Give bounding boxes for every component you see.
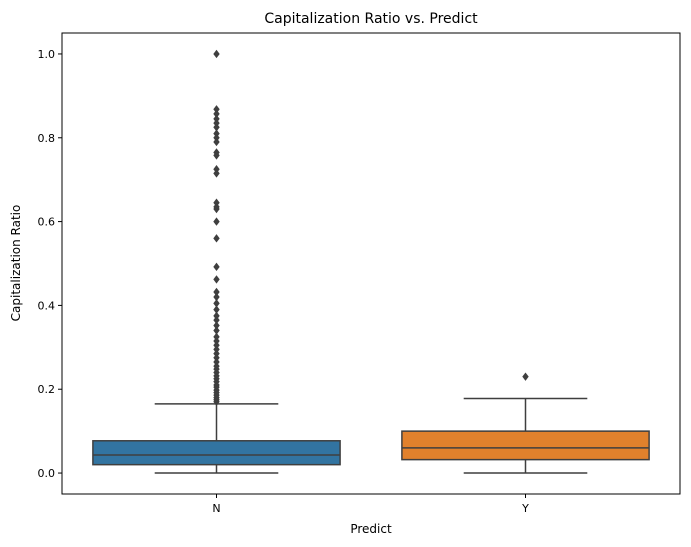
- outlier-point: [213, 123, 220, 132]
- y-tick-label: 1.0: [38, 48, 56, 61]
- y-tick-label: 0.2: [38, 383, 56, 396]
- outlier-point: [213, 234, 220, 243]
- x-tick-label: Y: [521, 502, 529, 515]
- outlier-point: [522, 372, 529, 381]
- outlier-point: [213, 275, 220, 284]
- y-tick-label: 0.6: [38, 216, 56, 229]
- box-N: [92, 440, 341, 466]
- chart-title: Capitalization Ratio vs. Predict: [264, 11, 478, 27]
- outlier-point: [213, 326, 220, 335]
- outlier-point: [213, 49, 220, 59]
- plot-area: 0.0 0.2 0.4 0.6 0.8 1.0 N Y: [38, 48, 650, 515]
- y-tick-label: 0.8: [38, 132, 56, 145]
- outlier-point: [213, 137, 220, 147]
- outlier-point: [213, 397, 220, 406]
- outlier-point: [213, 315, 220, 325]
- outlier-point: [213, 305, 220, 314]
- x-axis-label: Predict: [350, 522, 392, 536]
- outlier-point: [213, 292, 220, 302]
- outlier-point: [213, 151, 220, 160]
- box-Y: [401, 430, 650, 461]
- outlier-point: [213, 217, 220, 226]
- outlier-point: [213, 299, 220, 308]
- outlier-point: [213, 287, 220, 297]
- outlier-point: [213, 109, 220, 119]
- outlier-point: [213, 169, 220, 178]
- outlier-point: [213, 105, 220, 114]
- x-tick-label: N: [212, 502, 220, 515]
- plot-frame: [61, 32, 681, 495]
- y-axis-label: Capitalization Ratio: [9, 205, 23, 322]
- y-tick-label: 0.0: [38, 467, 56, 480]
- outlier-point: [213, 204, 220, 214]
- outlier-point: [213, 262, 220, 272]
- outlier-point: [213, 321, 220, 330]
- y-tick-label: 0.4: [38, 299, 56, 312]
